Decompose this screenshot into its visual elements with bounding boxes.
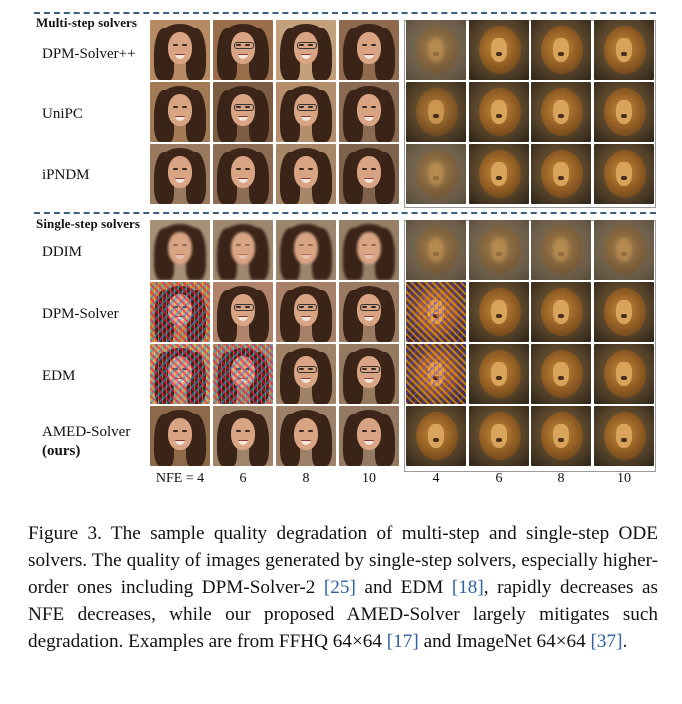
caption-text-2: The quality of images generated by singl…	[28, 550, 658, 598]
lion-sample-r4-c2	[469, 220, 529, 280]
face-sample-r3-c3	[276, 144, 336, 204]
caption-text-1: The sample quality degradation of multi-…	[28, 523, 658, 571]
face-sample-r7-c4	[339, 406, 399, 466]
lion-sample-r1-c4	[594, 20, 654, 80]
lion-sample-r6-c4	[594, 344, 654, 404]
face-sample-r5-c3	[276, 282, 336, 342]
nfe-label-face-8: 8	[302, 471, 310, 486]
face-sample-r5-c4	[339, 282, 399, 342]
multi-step-group-title: Multi-step solvers	[36, 15, 138, 30]
caption-text-5: and ImageNet 64×64	[423, 631, 586, 652]
nfe-label-lion-8: 8	[557, 471, 565, 486]
row-label-dpm-solver-pp: DPM-Solver++	[42, 46, 136, 62]
row-label-amed-solver: AMED-Solver	[42, 424, 131, 440]
imagenet-multi-panel-frame	[404, 20, 656, 208]
lion-sample-r3-c1	[406, 144, 466, 204]
nfe-label-face-6: 6	[239, 471, 247, 486]
lion-sample-r5-c1	[406, 282, 466, 342]
nfe-label-face-10: 10	[362, 471, 376, 486]
face-sample-r7-c2	[213, 406, 273, 466]
caption-text-6: .	[622, 631, 628, 652]
citation-37[interactable]: [37]	[590, 631, 623, 652]
face-sample-r4-c1	[150, 220, 210, 280]
citation-17[interactable]: [17]	[386, 631, 419, 652]
middle-dashed-divider	[34, 212, 656, 214]
lion-sample-r1-c1	[406, 20, 466, 80]
lion-sample-r5-c2	[469, 282, 529, 342]
figure-3: Multi-step solvers Single-step solvers D…	[34, 12, 656, 486]
lion-sample-r7-c3	[531, 406, 591, 466]
lion-sample-r3-c4	[594, 144, 654, 204]
top-dashed-divider	[34, 12, 656, 14]
face-sample-r6-c1	[150, 344, 210, 404]
nfe-label-face-4: NFE = 4	[155, 471, 205, 486]
face-sample-r4-c2	[213, 220, 273, 280]
face-sample-r4-c4	[339, 220, 399, 280]
face-sample-r4-c3	[276, 220, 336, 280]
face-sample-r6-c3	[276, 344, 336, 404]
nfe-label-lion-10: 10	[617, 471, 631, 486]
row-label-ours: (ours)	[42, 443, 81, 459]
face-sample-r1-c3	[276, 20, 336, 80]
lion-sample-r7-c1	[406, 406, 466, 466]
citation-25[interactable]: [25]	[323, 577, 356, 598]
row-label-ipndm: iPNDM	[42, 167, 90, 183]
face-sample-r2-c3	[276, 82, 336, 142]
lion-sample-r2-c2	[469, 82, 529, 142]
lion-sample-r2-c3	[531, 82, 591, 142]
lion-sample-r6-c2	[469, 344, 529, 404]
citation-18[interactable]: [18]	[451, 577, 484, 598]
imagenet-single-panel-frame	[404, 220, 656, 472]
caption-label: Figure 3.	[28, 523, 102, 544]
lion-sample-r3-c3	[531, 144, 591, 204]
face-sample-r6-c4	[339, 344, 399, 404]
lion-sample-r4-c4	[594, 220, 654, 280]
row-label-ddim: DDIM	[42, 244, 82, 260]
lion-sample-r2-c1	[406, 82, 466, 142]
lion-sample-r4-c3	[531, 220, 591, 280]
face-sample-r2-c1	[150, 82, 210, 142]
nfe-label-lion-6: 6	[495, 471, 503, 486]
face-sample-r1-c4	[339, 20, 399, 80]
lion-sample-r1-c3	[531, 20, 591, 80]
face-sample-r7-c1	[150, 406, 210, 466]
lion-sample-r1-c2	[469, 20, 529, 80]
face-sample-r1-c2	[213, 20, 273, 80]
lion-sample-r5-c4	[594, 282, 654, 342]
lion-sample-r6-c3	[531, 344, 591, 404]
face-sample-r3-c4	[339, 144, 399, 204]
lion-sample-r5-c3	[531, 282, 591, 342]
face-sample-r5-c2	[213, 282, 273, 342]
caption-text-4: , rapidly decreases as NFE decreases, wh…	[28, 577, 659, 652]
single-step-group-title: Single-step solvers	[36, 216, 141, 231]
lion-sample-r4-c1	[406, 220, 466, 280]
face-sample-r5-c1	[150, 282, 210, 342]
lion-sample-r7-c4	[594, 406, 654, 466]
lion-sample-r3-c2	[469, 144, 529, 204]
lion-sample-r2-c4	[594, 82, 654, 142]
row-label-unipc: UniPC	[42, 106, 83, 122]
row-label-dpm-solver: DPM-Solver	[42, 306, 119, 322]
face-sample-r7-c3	[276, 406, 336, 466]
face-sample-r3-c1	[150, 144, 210, 204]
face-sample-r2-c2	[213, 82, 273, 142]
nfe-label-lion-4: 4	[432, 471, 440, 486]
face-sample-r6-c2	[213, 344, 273, 404]
row-label-edm: EDM	[42, 368, 76, 384]
lion-sample-r7-c2	[469, 406, 529, 466]
caption-text-3: and EDM	[364, 577, 444, 598]
face-sample-r3-c2	[213, 144, 273, 204]
figure-caption: Figure 3. The sample quality degradation…	[28, 520, 658, 655]
lion-sample-r6-c1	[406, 344, 466, 404]
face-sample-r1-c1	[150, 20, 210, 80]
face-sample-r2-c4	[339, 82, 399, 142]
